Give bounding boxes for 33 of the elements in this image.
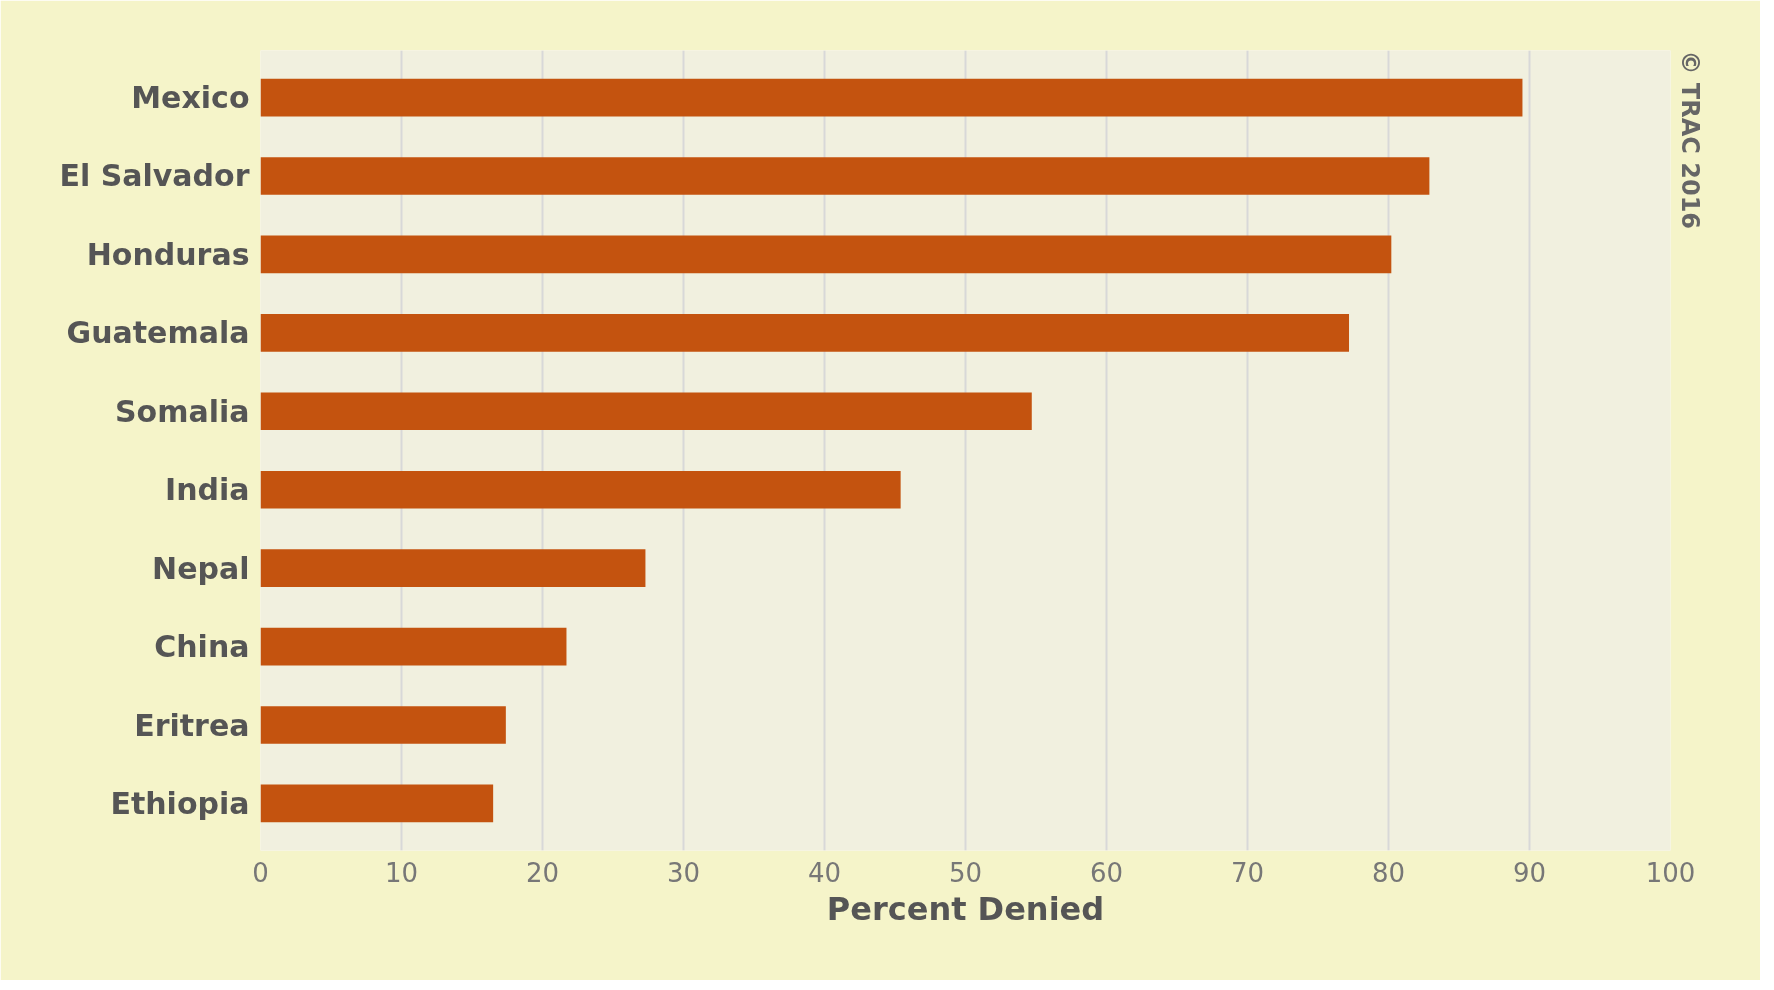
x-tick-label: 60: [1089, 857, 1124, 888]
y-tick-label: Somalia: [114, 393, 250, 429]
x-tick-label: 0: [252, 857, 269, 888]
y-tick-label: India: [164, 472, 250, 508]
bar: [260, 314, 1350, 352]
y-tick-label: Mexico: [131, 80, 250, 116]
bar: [260, 549, 646, 587]
x-tick-label: 10: [384, 857, 419, 888]
bar: [260, 470, 901, 509]
y-tick-label: Ethiopia: [110, 785, 250, 821]
x-tick-label: 20: [525, 857, 560, 888]
text: © TRAC 2016: [1675, 50, 1704, 230]
y-tick-label: China: [154, 629, 250, 665]
x-tick-label: 80: [1371, 857, 1406, 888]
y-tick-label: Guatemala: [66, 315, 250, 351]
x-tick-label: 90: [1512, 857, 1547, 888]
y-tick-label: Honduras: [86, 236, 250, 272]
x-axis-title: Percent Denied: [826, 889, 1105, 928]
y-tick-label: Eritrea: [134, 707, 250, 743]
x-tick-label: 30: [666, 857, 701, 888]
bar: [260, 392, 1032, 431]
bar: [260, 157, 1430, 195]
y-tick-label: El Salvador: [59, 158, 250, 194]
x-tick-label: 40: [807, 857, 842, 888]
bar: [260, 784, 494, 823]
x-tick-label: 50: [948, 857, 983, 888]
x-tick-label: 70: [1230, 857, 1265, 888]
bar: [260, 706, 506, 744]
y-tick-label: Nepal: [152, 550, 250, 586]
bar: [260, 627, 567, 666]
x-tick-label: 100: [1645, 857, 1696, 888]
bar: [260, 78, 1523, 117]
bar: [260, 235, 1392, 274]
